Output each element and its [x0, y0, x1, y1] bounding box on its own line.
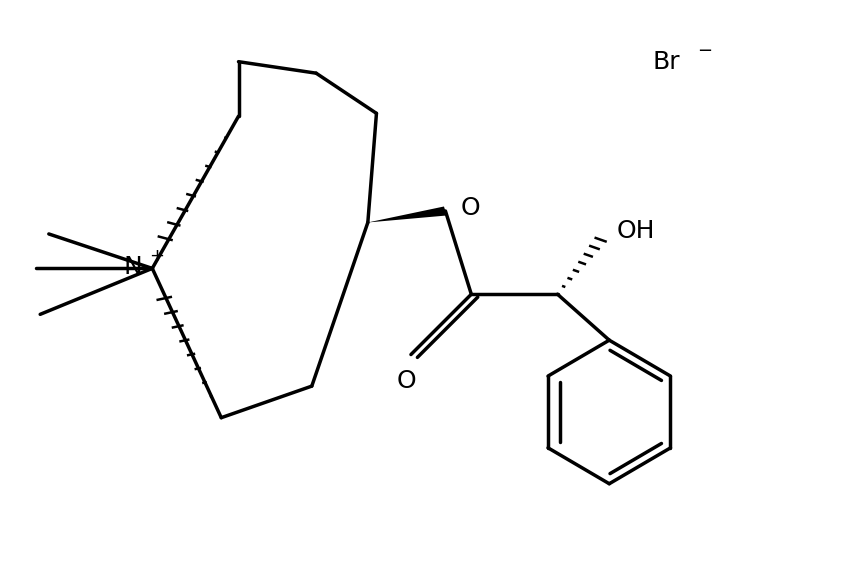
Text: +: + — [149, 247, 163, 265]
Text: Br: Br — [652, 50, 680, 74]
Polygon shape — [368, 207, 447, 223]
Text: −: − — [697, 42, 712, 61]
Text: O: O — [461, 196, 481, 220]
Text: OH: OH — [616, 219, 655, 243]
Text: O: O — [397, 369, 416, 393]
Text: N: N — [123, 255, 142, 279]
